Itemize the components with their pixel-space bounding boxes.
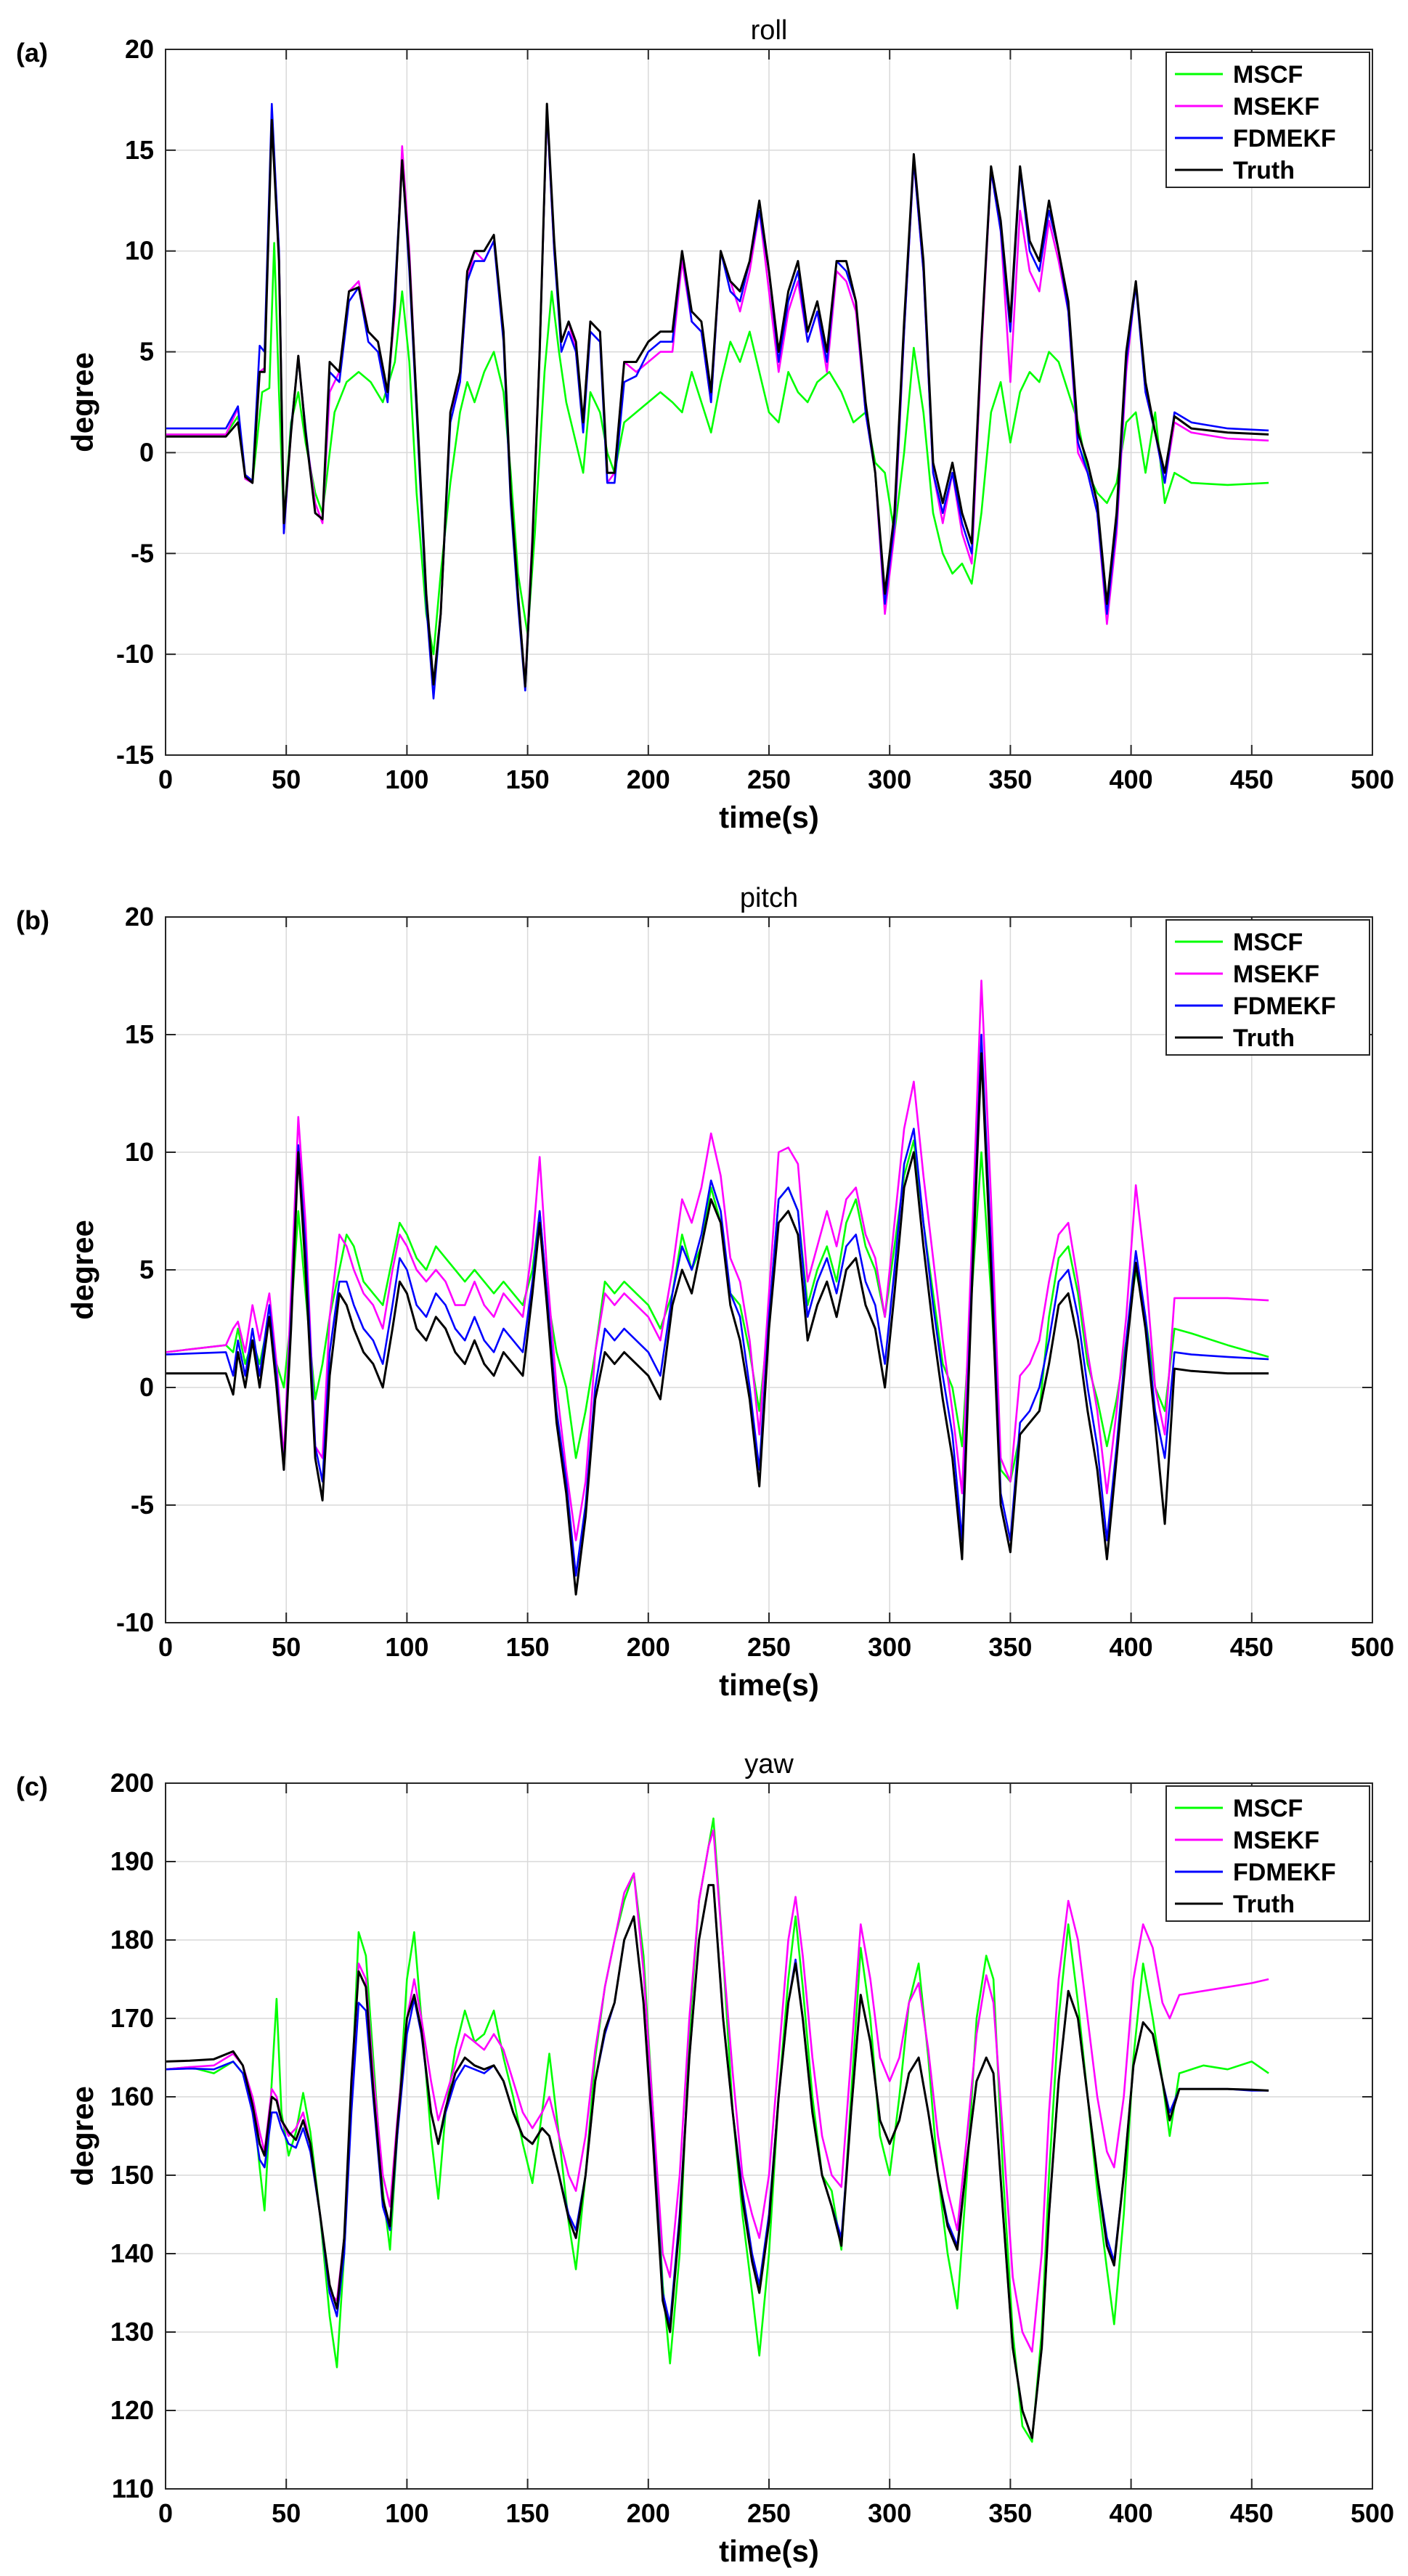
legend-label: FDMEKF [1233, 993, 1336, 1020]
y-axis-label: degree [65, 2086, 99, 2186]
y-axis-label: degree [65, 1220, 99, 1320]
x-tick-label: 200 [627, 2498, 670, 2528]
x-tick-label: 100 [385, 1632, 428, 1662]
x-tick-label: 500 [1351, 2498, 1394, 2528]
y-tick-label: 120 [110, 2395, 154, 2425]
series-line-msekf [165, 979, 1269, 1541]
legend-label: Truth [1233, 157, 1295, 184]
x-tick-label: 100 [385, 2498, 428, 2528]
yaw-chart: 0 50 100 150 200 250 300 350 400 450 500 110 120 130 1… [65, 1749, 1394, 2568]
panel-label: (b) [16, 905, 49, 935]
y-tick-label: 15 [125, 1019, 154, 1049]
x-tick-label: 150 [506, 2498, 550, 2528]
x-tick-label: 300 [868, 1632, 911, 1662]
legend-label: FDMEKF [1233, 125, 1336, 152]
x-tick-label: 300 [868, 2498, 911, 2528]
legend-label: FDMEKF [1233, 1859, 1336, 1886]
y-tick-label: -5 [131, 1490, 154, 1520]
series-line-fdmekf [165, 1033, 1269, 1577]
x-tick-label: 300 [868, 765, 911, 794]
legend: MSCF MSEKF FDMEKF Truth [1165, 52, 1370, 188]
legend-label: Truth [1233, 1024, 1295, 1052]
chart-title: pitch [740, 883, 798, 913]
y-tick-label: 150 [110, 2160, 154, 2190]
panel-label: (c) [16, 1772, 48, 1801]
x-tick-label: 400 [1110, 765, 1153, 794]
x-tick-label: 150 [506, 1632, 550, 1662]
y-tick-label: 170 [110, 2003, 154, 2033]
series-line-mscf [166, 242, 1269, 656]
pitch-chart: 0 50 100 150 200 250 300 350 400 450 500 -10 -5 0 5 10 1… [65, 883, 1394, 1702]
legend: MSCF MSEKF FDMEKF Truth [1165, 1785, 1370, 1922]
roll-panel: (a) 0 50 100 150 200 250 300 350 400 450 500 -15 -10… [0, 0, 1408, 842]
y-tick-label: 20 [125, 34, 154, 64]
x-tick-label: 450 [1230, 1632, 1274, 1662]
legend-label: MSEKF [1233, 1827, 1319, 1854]
y-tick-label: 0 [139, 1372, 154, 1402]
chart-title: roll [751, 15, 788, 46]
x-tick-label: 350 [988, 1632, 1032, 1662]
x-tick-label: 450 [1230, 765, 1274, 794]
x-tick-label: 200 [627, 765, 670, 794]
y-tick-label: 110 [112, 2474, 154, 2503]
x-tick-label: 350 [988, 765, 1032, 794]
x-tick-label: 100 [385, 765, 428, 794]
series-line-truth [166, 1052, 1269, 1596]
x-tick-label: 0 [158, 1632, 173, 1662]
x-tick-label: 0 [158, 765, 173, 794]
x-tick-label: 0 [158, 2498, 173, 2528]
y-tick-label: 5 [139, 337, 154, 367]
x-tick-label: 200 [627, 1632, 670, 1662]
y-tick-label: 190 [110, 1846, 154, 1876]
pitch-panel: (b) 0 50 100 150 200 250 300 350 400 450 500 -10 -5 0… [0, 868, 1408, 1710]
x-tick-label: 250 [747, 765, 791, 794]
x-axis-label: time(s) [719, 2534, 819, 2568]
y-tick-label: 5 [139, 1255, 154, 1284]
legend-label: MSCF [1233, 1795, 1303, 1822]
y-tick-label: 160 [110, 2082, 154, 2111]
panel-label: (a) [16, 38, 48, 68]
y-tick-label: 10 [125, 1137, 154, 1167]
x-tick-label: 500 [1351, 1632, 1394, 1662]
x-tick-label: 350 [988, 2498, 1032, 2528]
y-tick-label: 20 [125, 902, 154, 932]
series-line-truth [165, 1883, 1269, 2440]
x-tick-label: 50 [272, 765, 301, 794]
x-tick-label: 50 [272, 2498, 301, 2528]
x-tick-label: 500 [1351, 765, 1394, 794]
x-axis-label: time(s) [719, 1668, 819, 1702]
y-tick-label: 15 [125, 135, 154, 165]
y-tick-label: -10 [116, 639, 154, 669]
x-tick-label: 400 [1110, 2498, 1153, 2528]
roll-chart: 0 50 100 150 200 250 300 350 400 450 500 -15 -10 -5 0 5… [65, 15, 1394, 834]
legend-label: MSEKF [1233, 961, 1319, 988]
legend-label: MSEKF [1233, 93, 1319, 121]
y-tick-label: -15 [116, 740, 154, 770]
y-axis-label: degree [65, 352, 99, 452]
x-tick-label: 250 [747, 2498, 791, 2528]
y-tick-label: -5 [131, 538, 154, 568]
chart-title: yaw [744, 1749, 794, 1780]
y-tick-label: 0 [139, 437, 154, 467]
yaw-panel: (c) 0 50 100 150 200 250 300 350 400 450 500 110 120… [0, 1734, 1408, 2576]
legend-label: Truth [1233, 1891, 1295, 1918]
x-tick-label: 50 [272, 1632, 301, 1662]
legend: MSCF MSEKF FDMEKF Truth [1165, 919, 1370, 1056]
series-line-truth [166, 102, 1269, 688]
y-tick-label: 140 [110, 2238, 154, 2268]
x-tick-label: 400 [1110, 1632, 1153, 1662]
x-axis-label: time(s) [719, 800, 819, 834]
legend-label: MSCF [1233, 929, 1303, 956]
x-tick-label: 250 [747, 1632, 791, 1662]
x-tick-label: 150 [506, 765, 550, 794]
y-tick-label: 180 [110, 1925, 154, 1955]
y-tick-label: 130 [110, 2317, 154, 2347]
legend-label: MSCF [1233, 61, 1303, 89]
y-tick-label: 200 [110, 1768, 154, 1798]
x-tick-label: 450 [1230, 2498, 1274, 2528]
y-tick-label: 10 [125, 236, 154, 266]
y-tick-label: -10 [116, 1607, 154, 1637]
